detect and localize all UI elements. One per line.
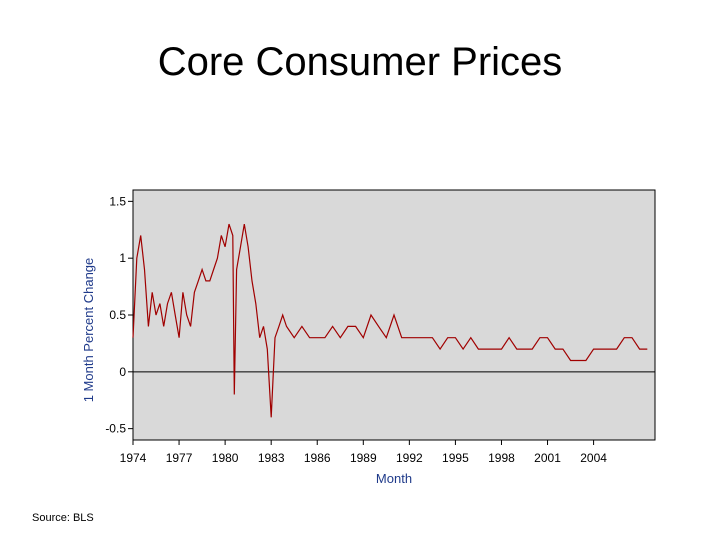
- y-tick-label: -0.5: [105, 422, 126, 436]
- x-tick-label: 1983: [258, 451, 285, 465]
- x-axis-title: Month: [376, 471, 412, 486]
- y-axis-title: 1 Month Percent Change: [81, 258, 96, 403]
- series-group: [132, 223, 648, 418]
- y-tick-label: 1.5: [109, 194, 126, 208]
- y-tick-label: 1: [119, 251, 126, 265]
- x-tick-label: 1980: [212, 451, 239, 465]
- y-tick-label: 0: [119, 365, 126, 379]
- y-tick-label: 0.5: [109, 308, 126, 322]
- y-axis: 1.5 1 0.5 0 -0.5: [105, 194, 133, 436]
- x-tick-label: 1998: [488, 451, 515, 465]
- source-note: Source: BLS: [32, 512, 94, 524]
- series-line-0: [132, 223, 648, 418]
- x-tick-label: 1974: [120, 451, 147, 465]
- x-tick-label: 2001: [534, 451, 561, 465]
- x-tick-label: 1992: [396, 451, 423, 465]
- x-tick-label: 2004: [580, 451, 607, 465]
- x-tick-label: 1986: [304, 451, 331, 465]
- x-axis: 1974 1977 1980 1983 1986 1989 1992 1995 1998 2001…: [120, 440, 607, 465]
- x-tick-label: 1977: [166, 451, 193, 465]
- x-tick-label: 1995: [442, 451, 469, 465]
- slide-title: Core Consumer Prices: [157, 40, 563, 84]
- x-tick-label: 1989: [350, 451, 377, 465]
